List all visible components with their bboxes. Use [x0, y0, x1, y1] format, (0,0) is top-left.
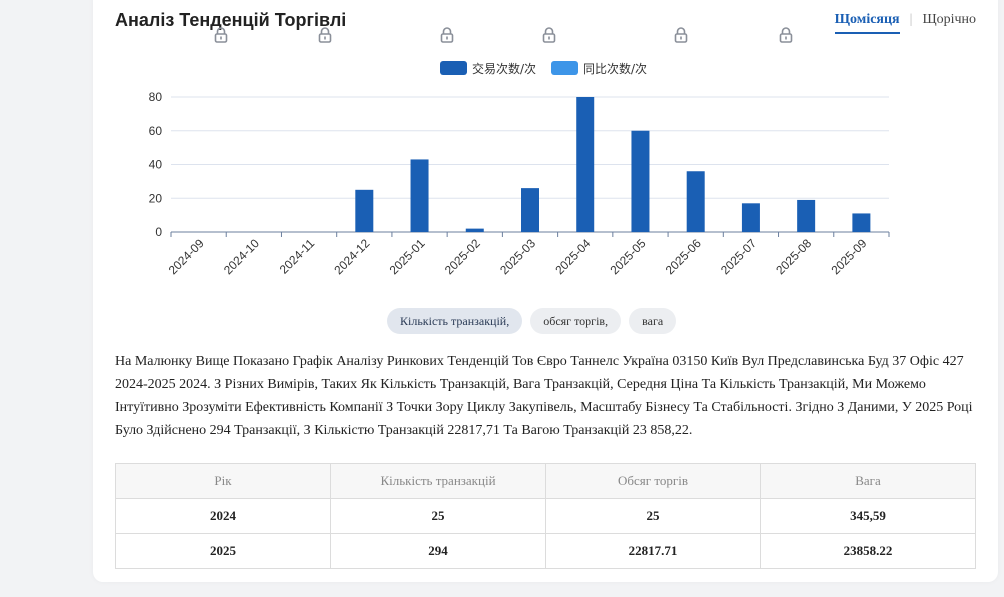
x-tick-label: 2024-12 — [331, 236, 372, 277]
y-tick-label: 60 — [149, 124, 163, 138]
lock-icon — [318, 27, 332, 43]
cell-transaction-count: 294 — [330, 533, 546, 569]
y-tick-label: 20 — [149, 191, 163, 205]
bar — [410, 159, 429, 232]
table-header-row: Рік Кількість транзакцій Обсяг торгів Ва… — [115, 463, 976, 499]
cell-year: 2025 — [115, 533, 331, 569]
lock-icon — [779, 27, 793, 43]
x-tick-label: 2025-03 — [497, 236, 538, 277]
chip-transaction-count[interactable]: Кількість транзакцій, — [387, 308, 523, 334]
bar — [521, 188, 539, 232]
analysis-description: На Малюнку Вище Показано Графік Аналізу … — [115, 354, 973, 438]
tab-monthly[interactable]: Щомісяця — [834, 12, 900, 34]
bar — [576, 97, 595, 232]
header-transaction-count: Кількість транзакцій — [330, 463, 546, 499]
x-tick-label: 2025-04 — [552, 236, 593, 277]
x-tick-label: 2025-01 — [387, 236, 428, 277]
tab-separator: | — [909, 12, 913, 27]
bar — [741, 203, 760, 232]
cell-weight: 23858.22 — [760, 533, 976, 569]
x-tick-label: 2025-06 — [663, 236, 704, 277]
x-tick-label: 2024-09 — [166, 236, 207, 277]
y-tick-label: 40 — [149, 158, 163, 172]
lock-icon — [674, 27, 688, 43]
cell-year: 2024 — [115, 498, 331, 534]
x-tick-label: 2024-11 — [277, 236, 318, 277]
bar — [686, 171, 705, 232]
x-tick-label: 2025-09 — [828, 236, 869, 277]
table-row: 2024 25 25 345,59 — [115, 498, 976, 534]
x-tick-label: 2025-02 — [442, 236, 483, 277]
chip-weight[interactable]: вага — [629, 308, 677, 334]
header-trade-volume: Обсяг торгів — [545, 463, 761, 499]
cell-trade-volume: 25 — [545, 498, 761, 534]
cell-weight: 345,59 — [760, 498, 976, 534]
period-tabs: Щомісяця | Щорічно — [834, 12, 976, 34]
metric-chip-group: Кількість транзакцій, обсяг торгів, вага — [387, 308, 677, 334]
legend-label: 同比次数/次 — [583, 61, 647, 76]
cell-trade-volume: 22817.71 — [545, 533, 761, 569]
legend-swatch — [551, 61, 578, 75]
header-year: Рік — [115, 463, 331, 499]
bar — [852, 213, 871, 232]
chip-trade-volume[interactable]: обсяг торгів, — [530, 308, 622, 334]
legend-label: 交易次数/次 — [472, 61, 536, 76]
x-tick-label: 2025-08 — [773, 236, 814, 277]
x-tick-label: 2024-10 — [221, 236, 262, 277]
lock-icon — [440, 27, 454, 43]
cell-transaction-count: 25 — [330, 498, 546, 534]
bar — [631, 130, 650, 232]
legend-swatch — [440, 61, 467, 75]
table-row: 2025 294 22817.71 23858.22 — [115, 533, 976, 569]
monthly-transactions-chart: 0 20 40 60 80 2024-09 2024-10 2024-11 2024-12 202… — [149, 61, 890, 277]
header-weight: Вага — [760, 463, 976, 499]
lock-icon — [542, 27, 556, 43]
y-tick-label: 0 — [155, 225, 162, 239]
summary-table: Рік Кількість транзакцій Обсяг торгів Ва… — [115, 463, 976, 569]
lock-icon — [214, 27, 228, 43]
bar — [355, 189, 374, 232]
tab-yearly[interactable]: Щорічно — [922, 12, 976, 27]
x-tick-label: 2025-07 — [718, 236, 759, 277]
y-tick-label: 80 — [149, 90, 163, 104]
x-tick-label: 2025-05 — [608, 236, 649, 277]
bar — [797, 199, 816, 232]
page-title: Аналіз Тенденцій Торгівлі — [115, 10, 347, 30]
bar — [465, 228, 484, 232]
